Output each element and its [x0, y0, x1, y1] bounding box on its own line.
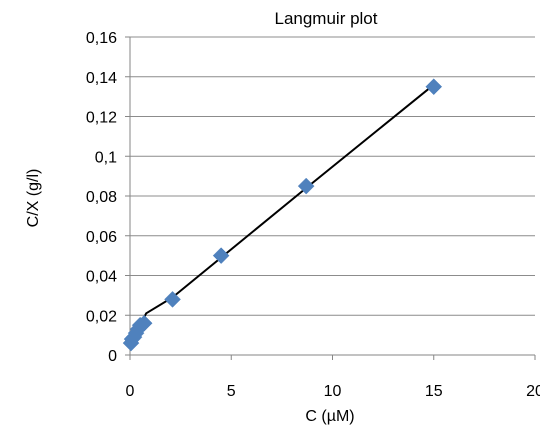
y-tick-labels: 0 0,02 0,04 0,06 0,08 0,1 0,12 0,14 0,16	[86, 30, 117, 365]
y-tick-label: 0,06	[86, 229, 117, 246]
x-axis-label: C (µM)	[305, 408, 354, 425]
y-tick-label: 0,08	[86, 189, 117, 206]
x-tick-label: 20	[526, 383, 540, 400]
trendline	[129, 83, 435, 348]
y-axis-label: C/X (g/l)	[25, 169, 42, 228]
data-point-marker	[425, 78, 443, 96]
x-tick-label: 15	[425, 383, 443, 400]
x-tick-labels: 0 5 10 15 20	[126, 383, 540, 400]
data-point-marker	[212, 247, 230, 264]
data-point-marker	[164, 290, 181, 308]
y-tick-label: 0,16	[86, 30, 117, 47]
chart-title: Langmuir plot	[274, 9, 377, 28]
data-points	[122, 78, 443, 352]
x-tick-label: 10	[324, 383, 342, 400]
gridlines	[130, 36, 535, 316]
trendline-path	[129, 83, 435, 348]
y-tick-label: 0,12	[86, 110, 117, 127]
x-tick-label: 0	[126, 383, 135, 400]
x-tick-label: 5	[227, 383, 236, 400]
y-tick-label: 0,04	[86, 269, 117, 286]
y-tick-label: 0,1	[95, 149, 117, 166]
y-tick-label: 0,02	[86, 308, 117, 325]
data-point-marker	[135, 314, 153, 332]
y-tick-label: 0	[108, 348, 117, 365]
data-point-marker	[297, 177, 315, 195]
y-tick-label: 0,14	[86, 70, 117, 87]
axes	[125, 36, 536, 360]
